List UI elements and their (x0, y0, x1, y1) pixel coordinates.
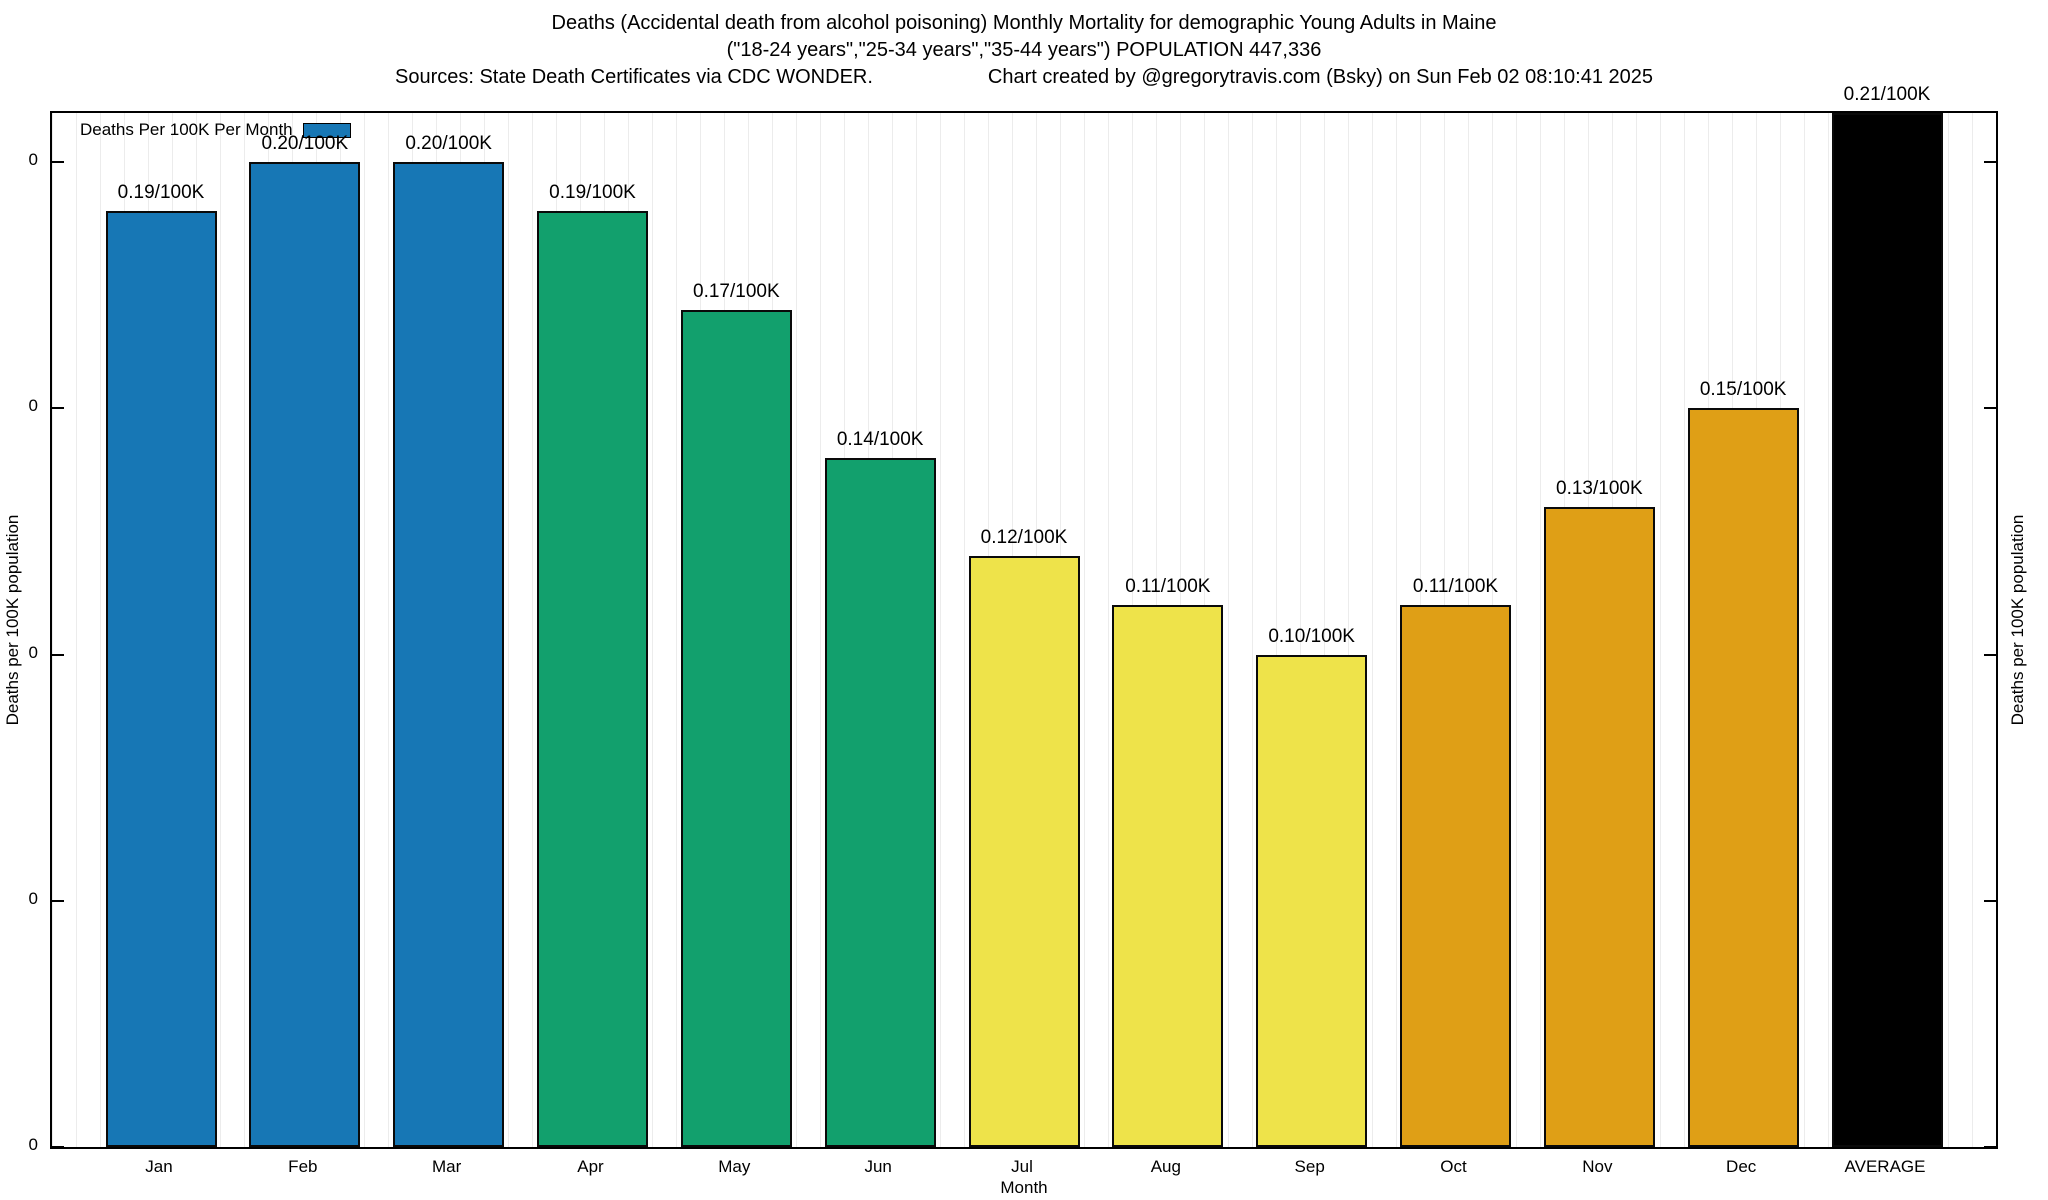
bar-value-label: 0.17/100K (693, 280, 780, 302)
tick-mark (1984, 161, 1996, 164)
bar-value-label: 0.19/100K (117, 182, 205, 204)
x-tick-label: Dec (1726, 1157, 1757, 1176)
legend-swatch (302, 122, 351, 138)
tick-mark (1984, 899, 1996, 902)
plot-area: Deaths Per 100K Per Month 0.19/100K 0.20/… (50, 84, 1998, 1149)
x-axis-label: Month (1000, 1178, 1048, 1197)
chart-header: Deaths (Accidental death from alcohol po… (0, 10, 2048, 91)
y-tick-label: 0 (28, 396, 38, 416)
y-axis-label-right: Deaths per 100K population (2008, 514, 2027, 726)
x-tick-label: Sep (1294, 1157, 1325, 1176)
x-tick-label: Feb (288, 1157, 318, 1176)
bar-dec (1687, 408, 1799, 1147)
bar-sep (1256, 654, 1368, 1147)
bar-value-label: 0.15/100K (1699, 379, 1787, 401)
tick-mark (52, 653, 64, 656)
x-tick-label: Jul (1011, 1157, 1033, 1176)
chart-subtitle: ("18-24 years","25-34 years","35-44 year… (726, 39, 1322, 61)
tick-mark (52, 161, 64, 164)
legend-label: Deaths Per 100K Per Month (80, 120, 293, 139)
x-tick-label: Mar (432, 1157, 462, 1176)
sources-text: Sources: State Death Certificates via CD… (394, 66, 873, 88)
bar-value-label: 0.20/100K (405, 133, 492, 155)
y-tick-label: 0 (28, 1135, 38, 1154)
bar-aug (1112, 605, 1224, 1147)
tick-mark (1984, 1146, 1996, 1148)
y-tick-label: 0 (28, 642, 38, 662)
x-tick-label: Nov (1582, 1157, 1613, 1176)
bar-oct (1400, 605, 1511, 1147)
x-tick-label: Oct (1440, 1157, 1467, 1176)
credit-text: Chart created by @gregorytravis.com (Bsk… (987, 66, 1653, 88)
tick-mark (1984, 407, 1996, 410)
tick-mark (1984, 653, 1996, 656)
bar-may (680, 309, 792, 1147)
y-axis-ticks: 0 0 0 0 0 (0, 111, 46, 1154)
bar-average (1831, 113, 1943, 1147)
x-tick-label: Jan (145, 1157, 173, 1176)
x-tick-label: May (718, 1157, 751, 1176)
y-tick-label: 0 (28, 150, 38, 170)
bar-jan (105, 211, 217, 1147)
legend: Deaths Per 100K Per Month (80, 120, 351, 140)
bar-jun (824, 457, 936, 1147)
bars-container: 0.19/100K 0.20/100K 0.20/100K 0.19/100K 0.17… (52, 84, 1996, 1148)
bar-nov (1543, 506, 1655, 1147)
bar-value-label: 0.19/100K (549, 182, 636, 204)
bar-value-label: 0.12/100K (980, 527, 1068, 549)
x-tick-label: Aug (1150, 1157, 1181, 1176)
bar-value-label: 0.13/100K (1556, 477, 1643, 499)
chart-source-line: Sources: State Death Certificates via CD… (0, 64, 2048, 91)
tick-mark (52, 899, 64, 902)
bar-value-label: 0.10/100K (1268, 625, 1355, 647)
chart-title: Deaths (Accidental death from alcohol po… (551, 12, 1497, 34)
bar-value-label: 0.21/100K (1843, 84, 1931, 105)
bar-value-label: 0.11/100K (1412, 576, 1499, 598)
x-axis-ticks: Jan Feb Mar Apr May Jun Jul Aug Sep Oct Nov Dec AVER… (50, 1157, 1998, 1179)
bar-feb (249, 162, 361, 1147)
bar-jul (968, 556, 1080, 1147)
bar-mar (393, 162, 505, 1147)
bar-value-label: 0.14/100K (836, 428, 924, 450)
tick-mark (52, 407, 64, 410)
y-tick-label: 0 (28, 888, 38, 908)
tick-mark (52, 1146, 64, 1148)
bar-apr (537, 211, 648, 1147)
bar-value-label: 0.20/100K (261, 133, 349, 155)
x-tick-label: AVERAGE (1844, 1157, 1926, 1176)
bar-value-label: 0.11/100K (1125, 576, 1211, 598)
x-tick-label: Jun (864, 1157, 892, 1176)
x-tick-label: Apr (577, 1157, 604, 1176)
